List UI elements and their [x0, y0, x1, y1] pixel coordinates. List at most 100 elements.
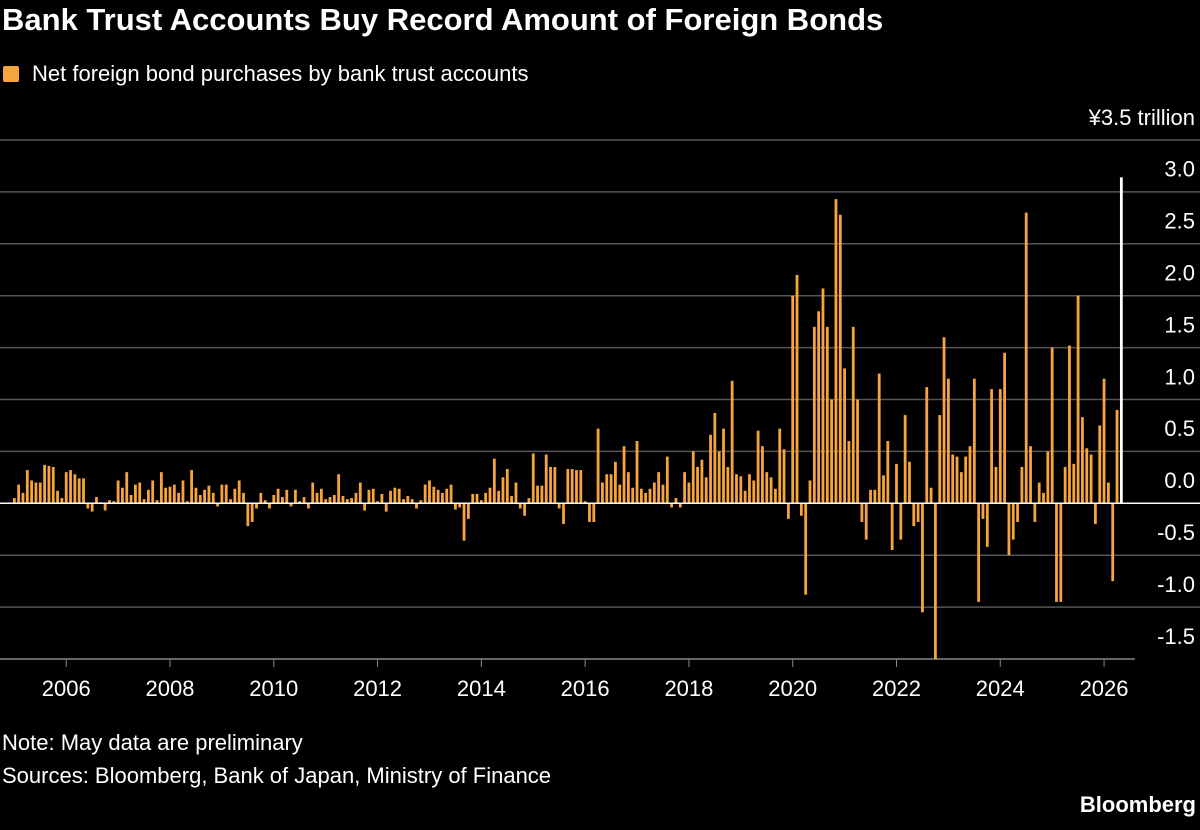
bar	[635, 441, 639, 504]
bar	[1029, 446, 1032, 504]
bar	[259, 492, 263, 504]
bar	[380, 493, 384, 504]
bar	[683, 472, 686, 504]
bar	[1098, 425, 1102, 504]
bar	[925, 387, 929, 504]
bar	[843, 368, 846, 504]
bar	[159, 472, 163, 504]
bar	[458, 503, 462, 508]
bar	[281, 497, 284, 504]
bar	[371, 488, 375, 504]
bar	[812, 326, 816, 504]
bar	[687, 482, 691, 504]
bar	[194, 487, 198, 504]
bar	[306, 503, 310, 509]
bar	[990, 389, 994, 504]
bar	[354, 492, 358, 504]
bar	[804, 503, 808, 595]
bar	[912, 503, 916, 527]
legend-label: Net foreign bond purchases by bank trust…	[32, 61, 529, 86]
bar	[363, 503, 366, 511]
bar	[838, 214, 842, 504]
bar	[908, 461, 911, 504]
bar	[618, 484, 622, 504]
bar	[155, 500, 159, 504]
bar	[479, 500, 483, 504]
bar	[43, 464, 46, 504]
bar	[332, 494, 336, 504]
bar	[825, 326, 829, 504]
bar	[294, 489, 297, 504]
bar	[47, 465, 51, 504]
bar	[942, 337, 946, 504]
bar	[622, 446, 626, 504]
y-tick-label: 3.0	[1164, 157, 1195, 182]
bar	[882, 475, 885, 504]
x-tick-label: 2022	[872, 676, 921, 701]
bar	[536, 485, 539, 504]
bar	[56, 490, 59, 504]
bar	[518, 503, 522, 509]
bar	[890, 503, 894, 551]
bar	[142, 499, 146, 504]
bar	[851, 326, 855, 504]
bar	[886, 441, 890, 504]
bar	[691, 451, 695, 504]
bar	[782, 449, 786, 504]
bar	[1115, 409, 1119, 504]
bar	[1119, 177, 1123, 504]
y-tick-label: -0.5	[1157, 520, 1195, 545]
bar	[799, 503, 803, 516]
bar	[64, 472, 68, 504]
bar	[445, 488, 449, 504]
bar	[95, 497, 98, 504]
bar	[216, 503, 219, 507]
bar	[981, 503, 985, 519]
bar	[30, 480, 34, 504]
x-tick-label: 2010	[249, 676, 298, 701]
bar	[1003, 352, 1006, 504]
bar	[1106, 482, 1110, 504]
bar	[462, 503, 466, 541]
bar	[25, 470, 29, 504]
bar	[125, 472, 129, 504]
bar	[527, 498, 531, 504]
bar	[575, 470, 578, 504]
bar	[856, 399, 859, 504]
x-tick-label: 2026	[1080, 676, 1129, 701]
bar	[198, 494, 202, 504]
bar	[34, 482, 38, 504]
bar	[678, 503, 682, 508]
bar	[484, 492, 488, 504]
bar	[510, 496, 514, 504]
bar	[540, 485, 544, 504]
bar	[1007, 503, 1011, 556]
bar	[566, 469, 570, 504]
bar	[69, 470, 72, 504]
bar	[315, 492, 319, 504]
bar	[1076, 295, 1080, 504]
bar	[722, 428, 725, 504]
bar	[181, 480, 185, 504]
bar	[229, 499, 232, 504]
bar	[449, 484, 453, 504]
bar	[657, 472, 661, 504]
bar	[289, 503, 293, 507]
bar	[350, 498, 354, 504]
bar	[1094, 503, 1097, 525]
bar	[285, 489, 289, 504]
x-tick-label: 2006	[42, 676, 91, 701]
bar	[1016, 503, 1019, 522]
y-tick-label: ¥3.5 trillion	[1088, 105, 1195, 130]
bar	[492, 458, 496, 504]
bar	[203, 489, 206, 504]
y-tick-label: -1.5	[1157, 624, 1195, 649]
x-tick-label: 2012	[353, 676, 402, 701]
bar	[761, 446, 764, 504]
y-tick-label: 2.0	[1164, 261, 1195, 286]
bar	[895, 463, 898, 504]
bar	[821, 288, 825, 504]
bar	[549, 466, 552, 504]
bar	[951, 454, 955, 504]
bar	[946, 378, 950, 504]
